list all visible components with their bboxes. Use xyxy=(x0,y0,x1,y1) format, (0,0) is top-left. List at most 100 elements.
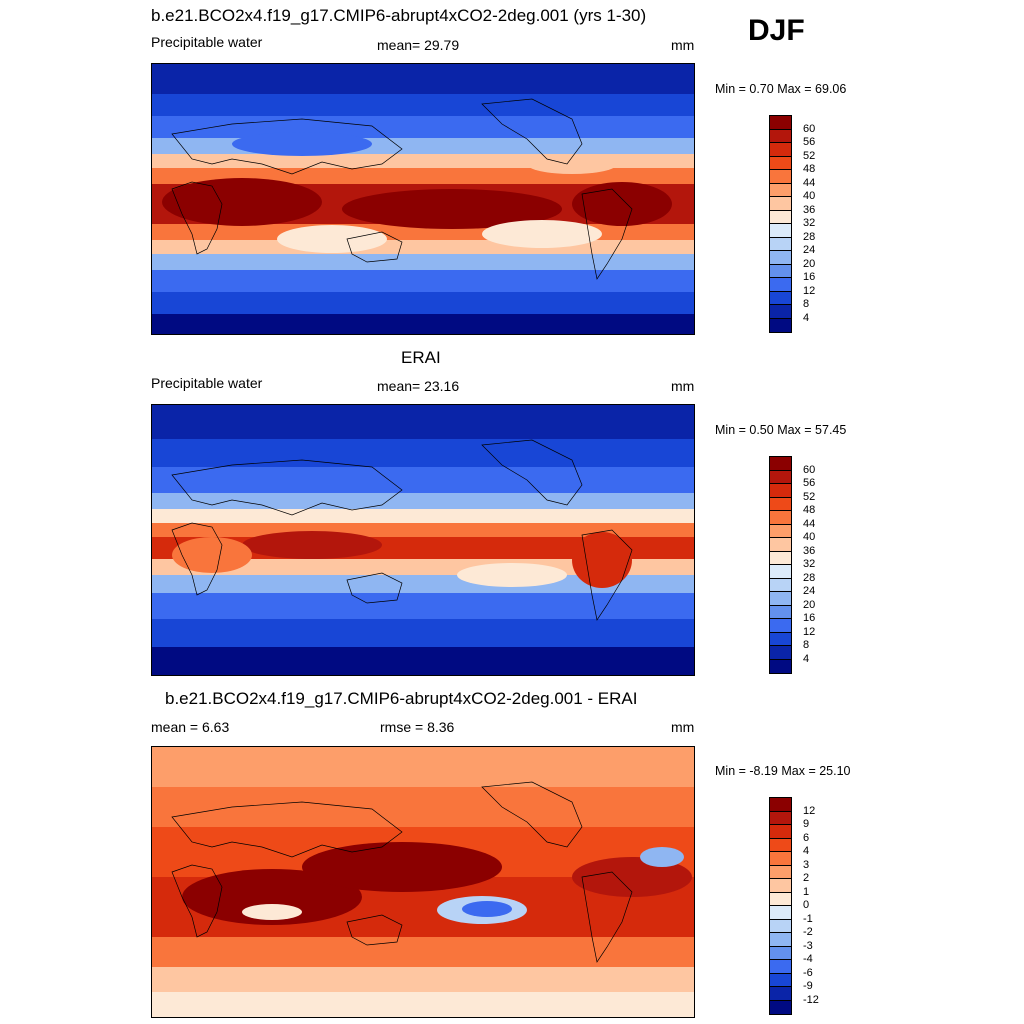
colorbar-level-label: 32 xyxy=(803,558,816,570)
panel-3-rmse-label: rmse = 8.36 xyxy=(380,719,455,735)
panel-2-map-svg xyxy=(152,405,694,675)
colorbar-swatch xyxy=(770,960,791,974)
colorbar-level-label: -12 xyxy=(803,993,819,1006)
panel-2-min-max: Min = 0.50 Max = 57.45 xyxy=(715,423,847,437)
map-dry-tongue xyxy=(457,563,567,587)
coast-north-america xyxy=(481,98,583,165)
map-band-n45 xyxy=(152,787,694,827)
colorbar-level-label: 32 xyxy=(803,217,816,229)
colorbar-swatch xyxy=(770,906,791,920)
coast-north-america xyxy=(481,781,583,848)
coast-south-america xyxy=(581,188,633,280)
colorbar-swatch xyxy=(770,143,791,157)
colorbar-level-label: -9 xyxy=(803,980,813,992)
colorbar-swatch xyxy=(770,632,791,646)
panel-1-units: mm xyxy=(671,37,695,53)
colorbar-swatch xyxy=(770,879,791,893)
colorbar-swatch xyxy=(770,470,791,484)
colorbar-level-label: 40 xyxy=(803,531,816,543)
panel-1-title: b.e21.BCO2x4.f19_g17.CMIP6-abrupt4xCO2-2… xyxy=(151,6,647,25)
map-band-n50 xyxy=(152,94,694,116)
colorbar-swatch xyxy=(770,497,791,511)
colorbar-swatch xyxy=(770,892,791,906)
colorbar-level-label: 6 xyxy=(803,831,810,844)
panel-2-mean-label: mean= 23.16 xyxy=(377,378,460,394)
panel-1-coastlines xyxy=(171,98,633,280)
map-cool-patch-east xyxy=(640,847,684,867)
colorbar-level-label: 60 xyxy=(803,463,816,476)
map-warm-core-maritime xyxy=(242,531,382,559)
map-warm-core-america xyxy=(572,182,672,226)
colorbar-level-label: 36 xyxy=(803,203,816,216)
colorbar-level-label: 44 xyxy=(803,517,816,530)
colorbar-swatch xyxy=(770,224,791,238)
panel-3-coastlines xyxy=(171,781,633,963)
colorbar-level-label: -3 xyxy=(803,939,813,952)
colorbar-level-label: 44 xyxy=(803,176,816,189)
coast-eurasia xyxy=(171,801,403,858)
colorbar-level-label: 2 xyxy=(803,872,810,884)
colorbar-swatch xyxy=(770,852,791,866)
colorbar-swatch xyxy=(770,838,791,852)
colorbar-swatch xyxy=(770,798,791,812)
colorbar-swatch xyxy=(770,551,791,565)
coast-australia xyxy=(346,572,403,604)
colorbar-level-label: 1 xyxy=(803,885,810,898)
coast-south-america xyxy=(581,529,633,621)
map-band-s30 xyxy=(152,593,694,619)
map-warm-core-indian xyxy=(162,178,322,226)
colorbar-swatch xyxy=(770,1000,791,1014)
map-strong-warm-indian xyxy=(182,869,362,925)
panel-1-min-max: Min = 0.70 Max = 69.06 xyxy=(715,82,847,96)
colorbar-level-label: 9 xyxy=(803,818,810,830)
colorbar-swatch xyxy=(770,605,791,619)
colorbar-swatch xyxy=(770,278,791,292)
colorbar-swatch xyxy=(770,946,791,960)
colorbar-level-label: 16 xyxy=(803,612,816,624)
colorbar-level-label: 16 xyxy=(803,271,816,283)
colorbar-level-label: 56 xyxy=(803,136,816,148)
colorbar-level-label: 4 xyxy=(803,845,810,857)
colorbar-level-label: 20 xyxy=(803,257,816,270)
map-dry-tongue-2 xyxy=(482,220,602,248)
panel-1-variable-label: Precipitable water xyxy=(151,34,263,50)
colorbar-swatch xyxy=(770,237,791,251)
panel-2-variable-label: Precipitable water xyxy=(151,375,263,391)
colorbar-level-label: 24 xyxy=(803,244,816,256)
map-band-n60 xyxy=(152,747,694,787)
colorbar-swatch xyxy=(770,197,791,211)
colorbar-swatch xyxy=(770,659,791,673)
colorbar-swatch xyxy=(770,484,791,498)
colorbar-level-label: 56 xyxy=(803,477,816,489)
panel-2-coastlines xyxy=(171,439,633,621)
season-label: DJF xyxy=(748,14,805,47)
map-warm-core-amazon xyxy=(572,532,632,588)
map-band-s50 xyxy=(152,292,694,314)
colorbar-swatch xyxy=(770,183,791,197)
colorbar-swatch xyxy=(770,264,791,278)
panel-3-map-svg xyxy=(152,747,694,1017)
colorbar-level-label: 40 xyxy=(803,190,816,202)
colorbar-swatch xyxy=(770,565,791,579)
colorbar-swatch xyxy=(770,156,791,170)
colorbar-level-label: 12 xyxy=(803,804,816,817)
colorbar-level-label: 12 xyxy=(803,284,816,297)
colorbar-swatch xyxy=(770,210,791,224)
map-band-s20 xyxy=(152,240,694,254)
colorbar-level-label: 24 xyxy=(803,585,816,597)
panel-2-title: ERAI xyxy=(401,348,441,367)
coast-north-america xyxy=(481,439,583,506)
map-polar-north xyxy=(152,64,694,94)
colorbar-level-label: 8 xyxy=(803,298,810,310)
colorbar-level-label: -1 xyxy=(803,912,813,925)
colorbar-swatch xyxy=(770,646,791,660)
colorbar-level-label: -2 xyxy=(803,926,813,938)
panel-3-mean-label: mean = 6.63 xyxy=(151,719,230,735)
colorbar-level-label: -6 xyxy=(803,966,813,979)
colorbar-swatch xyxy=(770,933,791,947)
colorbar-level-label: 0 xyxy=(803,899,810,911)
coast-eurasia xyxy=(171,118,403,175)
colorbar-level-label: 60 xyxy=(803,122,816,135)
map-band-n20 xyxy=(152,509,694,523)
colorbar-swatch xyxy=(770,865,791,879)
